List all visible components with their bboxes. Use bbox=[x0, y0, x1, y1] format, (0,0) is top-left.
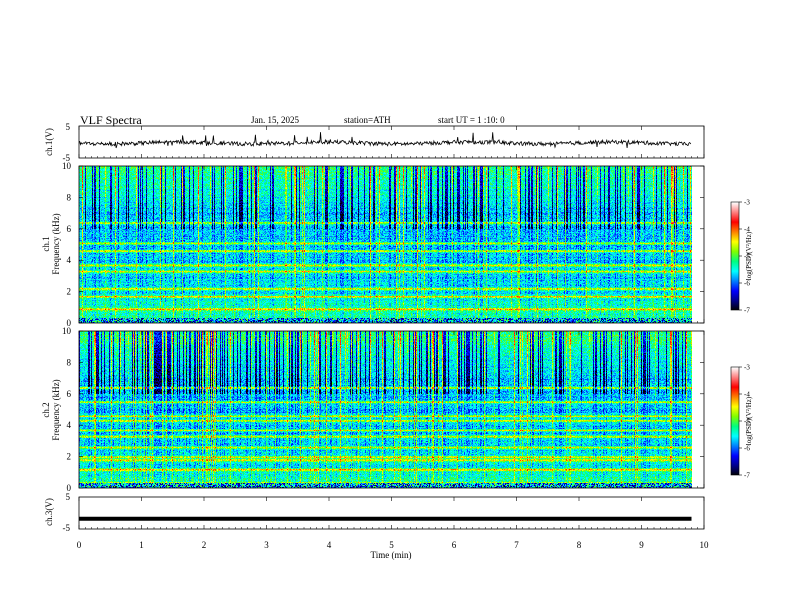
ch3-waveform-frame bbox=[78, 496, 705, 530]
ch1-waveform-line bbox=[78, 132, 692, 149]
ch2-ytick-label: 10 bbox=[62, 326, 72, 336]
ch1-freq-ticks: 0 2 4 6 8 10 bbox=[62, 161, 704, 328]
ch3-ytick-label: 5 bbox=[66, 492, 71, 502]
ch2-colorbar-tick-label: -6 bbox=[744, 445, 750, 453]
ch2-freq-ticks: 0 2 4 6 8 10 bbox=[62, 326, 704, 493]
ch2-ytick-label: 0 bbox=[67, 483, 72, 493]
ch3-ytick-label: -5 bbox=[63, 523, 71, 533]
ch1-colorbar-tick-label: -6 bbox=[744, 280, 750, 288]
ch1-spectrogram-image bbox=[79, 166, 704, 323]
start-time-label: start UT = 1 :10: 0 bbox=[438, 115, 505, 125]
ch1-spectrogram-ylabel-2: Frequency (kHz) bbox=[51, 213, 61, 274]
time-tick-label: 9 bbox=[639, 540, 644, 550]
time-tick-label: 7 bbox=[514, 540, 519, 550]
figure-title: VLF Spectra bbox=[80, 113, 142, 127]
ch1-ytick-label: 6 bbox=[67, 224, 72, 234]
ch2-colorbar-tick-label: -7 bbox=[744, 472, 750, 480]
ch1-colorbar-tick-label: -3 bbox=[744, 199, 750, 207]
time-tick-label: 5 bbox=[389, 540, 394, 550]
station-label: station=ATH bbox=[344, 115, 391, 125]
time-tick-label: 6 bbox=[452, 540, 457, 550]
date-label: Jan. 15, 2025 bbox=[251, 115, 299, 125]
time-tick-label: 3 bbox=[264, 540, 269, 550]
ch1-ytick-label: 0 bbox=[67, 318, 72, 328]
ch2-colorbar-tick-label: -5 bbox=[744, 418, 750, 426]
ch1-colorbar-tick-label: -4 bbox=[744, 226, 750, 234]
ch2-spectrogram-image bbox=[79, 331, 704, 488]
ch1-ytick-label: 8 bbox=[67, 192, 72, 202]
ch3-waveform-ylabel: ch.3(V) bbox=[44, 498, 54, 526]
ch3-waveform-panel: 5 -5 ch.3(V) bbox=[44, 492, 705, 533]
ch1-colorbar-tick-label: -5 bbox=[744, 253, 750, 261]
time-tick-label: 4 bbox=[327, 540, 332, 550]
ch1-colorbar-image bbox=[731, 202, 739, 310]
time-tick-label: 8 bbox=[577, 540, 582, 550]
ch2-spectrogram-frame bbox=[78, 330, 705, 489]
time-axis-ticks: 0 1 2 3 4 5 6 7 8 9 10 bbox=[77, 126, 709, 550]
ch2-colorbar-image bbox=[731, 367, 739, 475]
ch2-colorbar: -3 -4 -5 -6 -7 bbox=[730, 364, 750, 480]
ch2-ytick-label: 6 bbox=[67, 389, 72, 399]
ch1-ytick-label: 10 bbox=[62, 161, 72, 171]
time-tick-label: 1 bbox=[139, 540, 144, 550]
ch2-colorbar-tick-label: -4 bbox=[744, 391, 750, 399]
ch1-waveform-panel: 5 -5 ch.1(V) bbox=[44, 122, 705, 163]
ch1-colorbar-label: log(PSD)(V²/Hz) bbox=[745, 231, 753, 280]
time-tick-label: 2 bbox=[202, 540, 207, 550]
ch2-colorbar-tick-label: -3 bbox=[744, 364, 750, 372]
ch2-ytick-label: 4 bbox=[67, 420, 72, 430]
ch1-ytick-label: 5 bbox=[66, 122, 71, 132]
ch1-spectrogram-frame bbox=[78, 165, 705, 324]
ch1-spectrogram-ylabel-1: ch.1 bbox=[41, 236, 51, 251]
ch1-ytick-label: 4 bbox=[67, 255, 72, 265]
ch2-colorbar-frame bbox=[730, 366, 740, 476]
ch1-ytick-label: -5 bbox=[63, 153, 71, 163]
time-tick-label: 0 bbox=[77, 540, 82, 550]
ch1-colorbar-tick-label: -7 bbox=[744, 307, 750, 315]
ch2-ytick-label: 8 bbox=[67, 357, 72, 367]
ch2-spectrogram-ylabel-1: ch.2 bbox=[41, 402, 51, 417]
ch1-ytick-label: 2 bbox=[67, 287, 72, 297]
ch1-colorbar-frame bbox=[730, 201, 740, 311]
ch1-colorbar: -3 -4 -5 -6 -7 bbox=[730, 199, 750, 315]
ch2-spectrogram-ylabel-2: Frequency (kHz) bbox=[51, 379, 61, 440]
ch2-colorbar-label: log(PSD)(V²/Hz) bbox=[745, 396, 753, 445]
ch2-ytick-label: 2 bbox=[67, 452, 72, 462]
ch1-waveform-ylabel: ch.1(V) bbox=[44, 128, 54, 156]
time-tick-label: 10 bbox=[700, 540, 710, 550]
time-axis-label: Time (min) bbox=[371, 550, 412, 560]
